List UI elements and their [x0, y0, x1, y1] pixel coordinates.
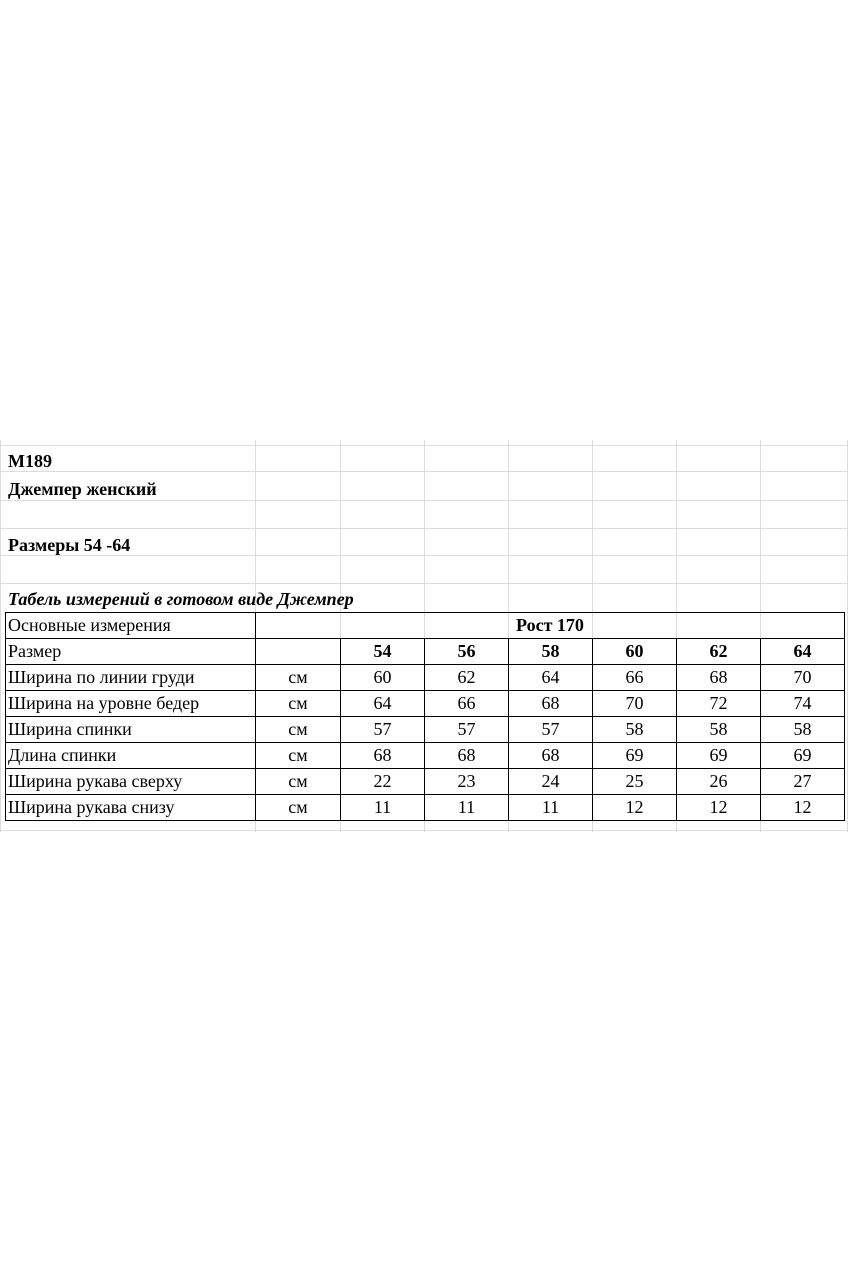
model-code: М189 — [8, 451, 52, 471]
table-row: Длина спинки см 68 68 68 69 69 69 — [5, 742, 845, 769]
measurement-value: 72 — [676, 690, 761, 717]
table-title: Табель измерений в готовом виде Джемпер — [8, 589, 354, 609]
size-header: 64 — [760, 638, 845, 665]
measurement-unit: см — [255, 664, 341, 691]
size-header: 56 — [424, 638, 509, 665]
measurement-value: 64 — [340, 690, 425, 717]
measurement-value: 26 — [676, 768, 761, 795]
gridline-vertical — [0, 440, 1, 832]
measurement-value: 68 — [508, 690, 593, 717]
measurement-value: 68 — [676, 664, 761, 691]
gridline-horizontal — [0, 528, 848, 529]
table-row: Ширина спинки см 57 57 57 58 58 58 — [5, 716, 845, 743]
measurement-value: 69 — [592, 742, 677, 769]
size-header: 60 — [592, 638, 677, 665]
measurement-unit: см — [255, 716, 341, 743]
measurement-name: Ширина на уровне бедер — [5, 690, 256, 717]
table-row: Ширина рукава снизу см 11 11 11 12 12 12 — [5, 794, 845, 821]
measurement-value: 57 — [424, 716, 509, 743]
measurement-value: 57 — [508, 716, 593, 743]
size-header: 54 — [340, 638, 425, 665]
measurement-value: 70 — [592, 690, 677, 717]
measurement-value: 68 — [424, 742, 509, 769]
measurement-value: 57 — [340, 716, 425, 743]
measurement-value: 58 — [760, 716, 845, 743]
size-range: Размеры 54 -64 — [8, 535, 131, 555]
measurement-value: 58 — [676, 716, 761, 743]
measurement-value: 66 — [424, 690, 509, 717]
size-header: 62 — [676, 638, 761, 665]
measurement-value: 12 — [592, 794, 677, 821]
gridline-horizontal — [0, 471, 848, 472]
measurement-name: Длина спинки — [5, 742, 256, 769]
gridline-horizontal — [0, 555, 848, 556]
measurement-value: 64 — [508, 664, 593, 691]
gridline-horizontal — [0, 583, 848, 584]
measurement-unit: см — [255, 794, 341, 821]
measurement-value: 22 — [340, 768, 425, 795]
measurement-unit: см — [255, 768, 341, 795]
measurement-value: 11 — [340, 794, 425, 821]
measurement-value: 66 — [592, 664, 677, 691]
size-row: Размер 54 56 58 60 62 64 — [5, 638, 845, 665]
measurement-value: 25 — [592, 768, 677, 795]
measurement-value: 27 — [760, 768, 845, 795]
table-header-row: Основные измерения Рост 170 — [5, 612, 845, 639]
measurement-value: 62 — [424, 664, 509, 691]
table-row: Ширина на уровне бедер см 64 66 68 70 72 74 — [5, 690, 845, 717]
measurement-value: 69 — [760, 742, 845, 769]
measurement-value: 11 — [424, 794, 509, 821]
gridline-horizontal — [0, 445, 848, 446]
measurement-unit: см — [255, 742, 341, 769]
measurement-value: 68 — [508, 742, 593, 769]
measurements-table: Основные измерения Рост 170 Размер 54 56 5… — [5, 612, 845, 821]
main-measurements-label: Основные измерения — [5, 612, 256, 639]
product-title: Джемпер женский — [8, 479, 157, 499]
measurement-value: 23 — [424, 768, 509, 795]
measurement-value: 11 — [508, 794, 593, 821]
size-header: 58 — [508, 638, 593, 665]
measurement-name: Ширина по линии груди — [5, 664, 256, 691]
measurement-value: 12 — [676, 794, 761, 821]
measurement-value: 12 — [760, 794, 845, 821]
measurement-name: Ширина спинки — [5, 716, 256, 743]
gridline-horizontal — [0, 830, 848, 831]
measurement-value: 70 — [760, 664, 845, 691]
measurement-name: Ширина рукава снизу — [5, 794, 256, 821]
table-row: Ширина по линии груди см 60 62 64 66 68 70 — [5, 664, 845, 691]
measurement-value: 68 — [340, 742, 425, 769]
unit-cell — [255, 638, 341, 665]
measurement-value: 60 — [340, 664, 425, 691]
measurement-value: 24 — [508, 768, 593, 795]
size-label: Размер — [5, 638, 256, 665]
gridline-horizontal — [0, 500, 848, 501]
height-label: Рост 170 — [255, 612, 845, 639]
measurement-value: 69 — [676, 742, 761, 769]
table-row: Ширина рукава сверху см 22 23 24 25 26 27 — [5, 768, 845, 795]
measurement-value: 58 — [592, 716, 677, 743]
measurement-name: Ширина рукава сверху — [5, 768, 256, 795]
measurement-value: 74 — [760, 690, 845, 717]
measurement-unit: см — [255, 690, 341, 717]
